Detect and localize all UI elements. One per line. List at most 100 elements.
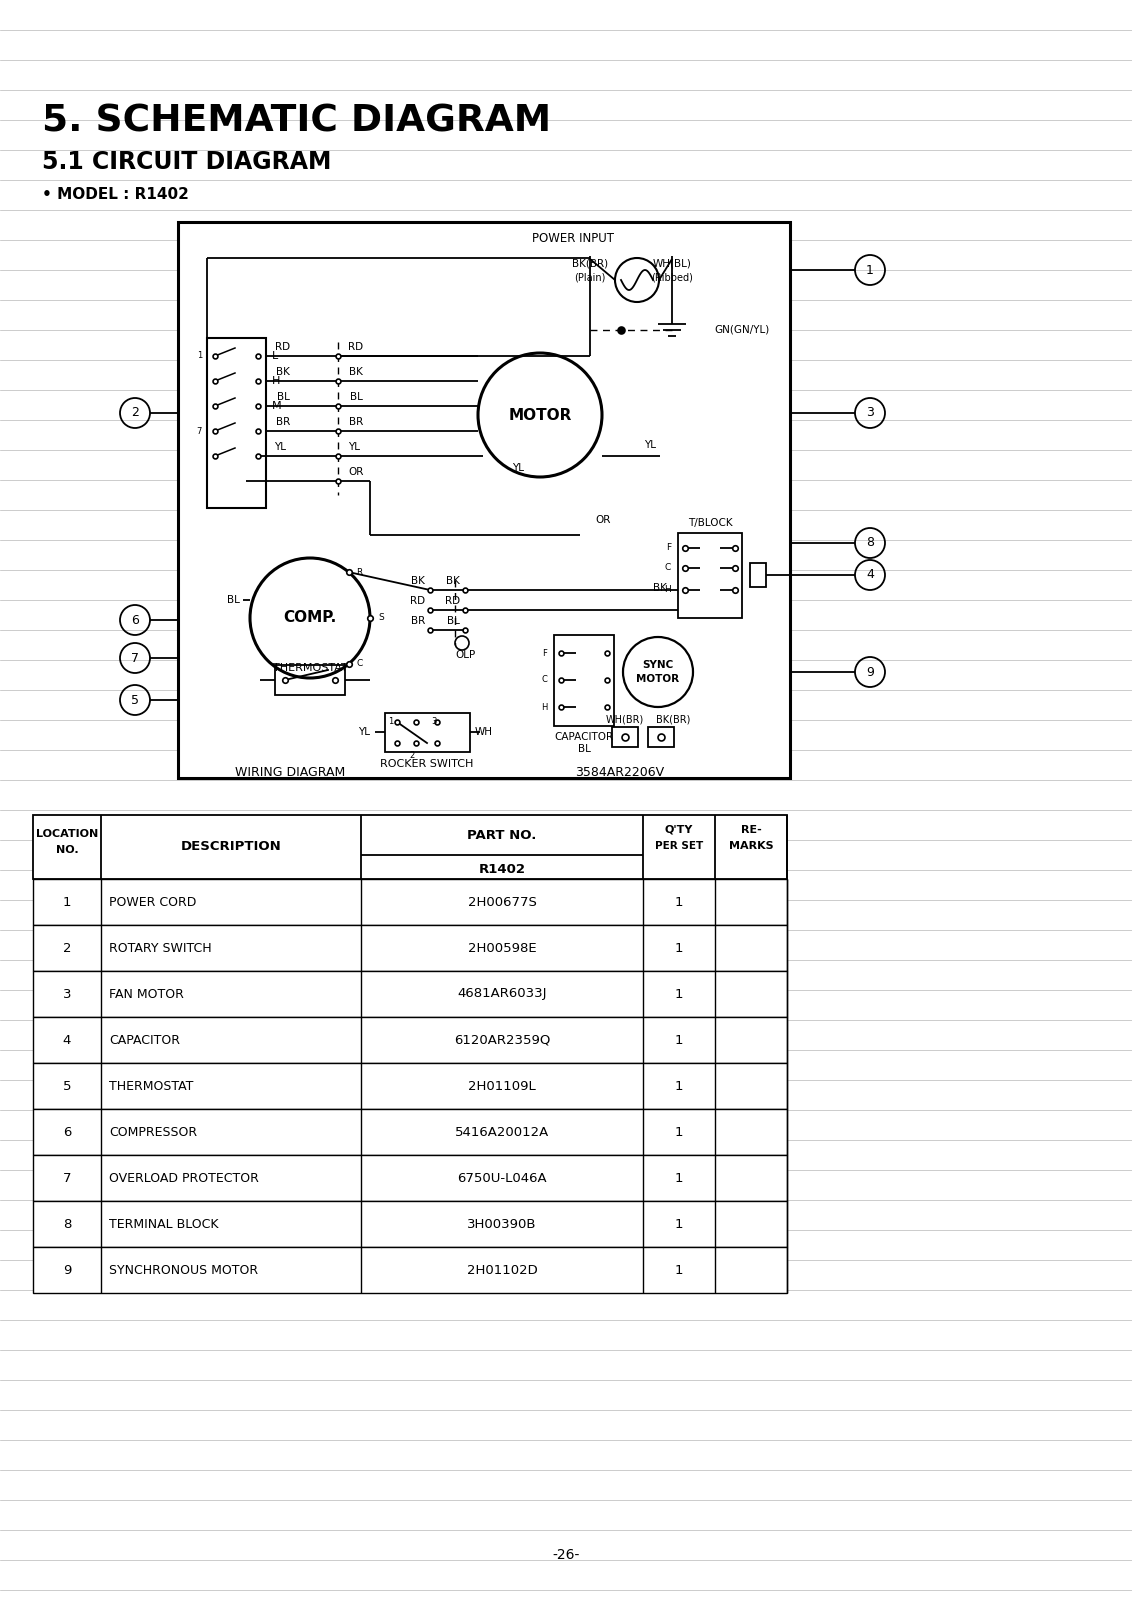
Text: OLP: OLP xyxy=(456,650,477,659)
Text: 3584AR2206V: 3584AR2206V xyxy=(575,765,664,779)
Text: LOCATION: LOCATION xyxy=(36,829,98,838)
Text: C: C xyxy=(357,659,363,669)
Text: GN(GN/YL): GN(GN/YL) xyxy=(714,325,770,334)
Text: BK(BR): BK(BR) xyxy=(655,715,691,725)
Text: BK: BK xyxy=(411,576,424,586)
Bar xyxy=(33,1109,787,1155)
Text: 1: 1 xyxy=(675,1080,684,1093)
Text: 9: 9 xyxy=(62,1264,71,1277)
Text: 8: 8 xyxy=(62,1218,71,1230)
Text: FAN MOTOR: FAN MOTOR xyxy=(109,987,183,1000)
Text: CAPACITOR: CAPACITOR xyxy=(555,733,614,742)
Text: 1: 1 xyxy=(675,1171,684,1184)
Text: 2H01109L: 2H01109L xyxy=(469,1080,535,1093)
Text: 2: 2 xyxy=(131,406,139,419)
Text: CAPACITOR: CAPACITOR xyxy=(109,1034,180,1046)
Text: THERMOSTAT: THERMOSTAT xyxy=(273,662,348,674)
Text: RD: RD xyxy=(349,342,363,352)
Text: 2: 2 xyxy=(409,750,414,760)
Text: BR: BR xyxy=(276,418,290,427)
Text: 7: 7 xyxy=(131,651,139,664)
Text: TERMINAL BLOCK: TERMINAL BLOCK xyxy=(109,1218,218,1230)
Text: Q'TY: Q'TY xyxy=(664,826,693,835)
Text: POWER CORD: POWER CORD xyxy=(109,896,196,909)
Text: YL: YL xyxy=(512,462,524,474)
Text: WH(BR): WH(BR) xyxy=(606,715,644,725)
Text: 7: 7 xyxy=(197,427,201,435)
Text: M: M xyxy=(272,402,282,411)
Text: 1: 1 xyxy=(866,264,874,277)
Text: BR: BR xyxy=(411,616,426,626)
Text: 5416A20012A: 5416A20012A xyxy=(455,1125,549,1139)
Text: 6120AR2359Q: 6120AR2359Q xyxy=(454,1034,550,1046)
Text: ROTARY SWITCH: ROTARY SWITCH xyxy=(109,941,212,955)
Text: BL: BL xyxy=(350,392,362,402)
Text: 1: 1 xyxy=(197,352,201,360)
Bar xyxy=(678,533,741,618)
Bar xyxy=(178,222,790,778)
Text: H: H xyxy=(664,586,671,595)
Text: SYNCHRONOUS MOTOR: SYNCHRONOUS MOTOR xyxy=(109,1264,258,1277)
Bar xyxy=(385,714,470,752)
Text: 1: 1 xyxy=(675,1264,684,1277)
Text: BR: BR xyxy=(349,418,363,427)
Text: 2H00677S: 2H00677S xyxy=(468,896,537,909)
Bar xyxy=(207,338,266,509)
Text: 1: 1 xyxy=(675,896,684,909)
Text: 1: 1 xyxy=(388,717,393,726)
Text: 1: 1 xyxy=(675,1218,684,1230)
Text: 3: 3 xyxy=(431,717,436,726)
Bar xyxy=(612,726,638,747)
Text: NO.: NO. xyxy=(55,845,78,854)
Text: RD: RD xyxy=(445,595,461,606)
Text: 1: 1 xyxy=(675,1125,684,1139)
Text: POWER INPUT: POWER INPUT xyxy=(532,232,614,245)
Text: 2H00598E: 2H00598E xyxy=(468,941,537,955)
Text: COMP.: COMP. xyxy=(283,611,336,626)
Text: (Plain): (Plain) xyxy=(574,272,606,282)
Text: 4: 4 xyxy=(866,568,874,581)
Bar xyxy=(33,878,787,925)
Text: C: C xyxy=(541,675,547,685)
Text: 3H00390B: 3H00390B xyxy=(468,1218,537,1230)
Text: 3: 3 xyxy=(62,987,71,1000)
Text: R: R xyxy=(357,568,363,576)
Bar xyxy=(33,971,787,1018)
Text: H: H xyxy=(272,376,281,386)
Text: R1402: R1402 xyxy=(479,862,525,877)
Text: 4: 4 xyxy=(62,1034,71,1046)
Text: RD: RD xyxy=(411,595,426,606)
Text: YL: YL xyxy=(348,442,360,451)
Text: SYNC: SYNC xyxy=(642,659,674,670)
Text: RE-: RE- xyxy=(740,826,762,835)
Text: L: L xyxy=(272,350,278,362)
Text: YL: YL xyxy=(644,440,657,450)
Text: WH: WH xyxy=(475,726,494,738)
Text: THERMOSTAT: THERMOSTAT xyxy=(109,1080,194,1093)
Text: PART NO.: PART NO. xyxy=(468,829,537,842)
Text: 1: 1 xyxy=(675,941,684,955)
Text: WIRING DIAGRAM: WIRING DIAGRAM xyxy=(234,765,345,779)
Text: 1: 1 xyxy=(675,1034,684,1046)
Text: OR: OR xyxy=(348,467,363,477)
Text: • MODEL : R1402: • MODEL : R1402 xyxy=(42,187,189,202)
Text: DESCRIPTION: DESCRIPTION xyxy=(181,840,282,853)
Bar xyxy=(554,635,614,726)
Text: 2H01102D: 2H01102D xyxy=(466,1264,538,1277)
Text: BL: BL xyxy=(226,595,240,605)
Bar xyxy=(33,925,787,971)
Text: 3: 3 xyxy=(866,406,874,419)
Text: 5. SCHEMATIC DIAGRAM: 5. SCHEMATIC DIAGRAM xyxy=(42,102,551,139)
Text: 5.1 CIRCUIT DIAGRAM: 5.1 CIRCUIT DIAGRAM xyxy=(42,150,332,174)
Text: BK: BK xyxy=(349,366,363,378)
Text: T/BLOCK: T/BLOCK xyxy=(687,518,732,528)
Text: F: F xyxy=(542,648,547,658)
Text: 6: 6 xyxy=(131,613,139,627)
Text: OVERLOAD PROTECTOR: OVERLOAD PROTECTOR xyxy=(109,1171,259,1184)
Text: 1: 1 xyxy=(675,987,684,1000)
Bar xyxy=(33,1018,787,1062)
Text: 6750U-L046A: 6750U-L046A xyxy=(457,1171,547,1184)
Bar xyxy=(33,1246,787,1293)
Text: BL: BL xyxy=(276,392,290,402)
Text: -26-: -26- xyxy=(552,1549,580,1562)
